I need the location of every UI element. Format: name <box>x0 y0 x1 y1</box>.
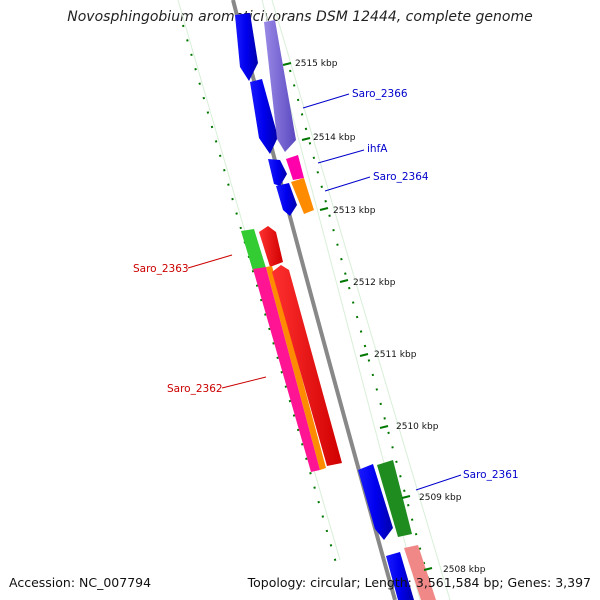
tick-2515: 2515 kbp <box>282 59 338 69</box>
tick-label: 2513 kbp <box>333 206 376 216</box>
tick-label: 2509 kbp <box>419 493 462 503</box>
gene-label-text[interactable]: Saro_2361 <box>463 469 519 481</box>
gene-feature[interactable] <box>386 552 414 600</box>
tick-label: 2515 kbp <box>295 59 338 69</box>
gene-label-saro-2364[interactable]: Saro_2364 <box>324 171 429 192</box>
gene-feature[interactable] <box>250 79 278 154</box>
tick-2513: 2513 kbp <box>319 206 376 216</box>
gene-feature[interactable] <box>377 460 412 537</box>
gene-feature[interactable] <box>235 13 258 81</box>
reverse-gene-labels: Saro_2363 Saro_2362 <box>133 254 267 395</box>
gene-feature[interactable] <box>268 159 287 186</box>
gene-label-saro-2361[interactable]: Saro_2361 <box>415 469 519 491</box>
tick-label: 2514 kbp <box>313 133 356 143</box>
gene-label-text[interactable]: Saro_2363 <box>133 263 189 275</box>
gene-feature[interactable] <box>272 265 342 466</box>
gene-label-text[interactable]: ihfA <box>367 143 388 155</box>
gene-feature[interactable] <box>286 155 304 180</box>
tick-label: 2511 kbp <box>374 350 417 360</box>
reverse-strand-genes <box>241 226 342 472</box>
tick-label: 2508 kbp <box>443 565 486 575</box>
gene-label-text[interactable]: Saro_2364 <box>373 171 429 183</box>
forward-strand-genes <box>235 13 436 600</box>
gene-feature[interactable] <box>404 545 436 600</box>
gene-label-ihfa[interactable]: ihfA <box>317 143 388 164</box>
tick-2511: 2511 kbp <box>359 350 417 360</box>
gene-feature[interactable] <box>264 20 296 152</box>
gene-label-saro-2362[interactable]: Saro_2362 <box>167 376 267 395</box>
gene-label-saro-2363[interactable]: Saro_2363 <box>133 254 233 275</box>
tick-label: 2510 kbp <box>396 422 439 432</box>
gene-feature[interactable] <box>241 229 266 271</box>
gene-label-text[interactable]: Saro_2362 <box>167 383 223 395</box>
gene-feature[interactable] <box>276 183 297 216</box>
right-track-guide <box>271 0 451 600</box>
gene-feature[interactable] <box>259 226 283 267</box>
tick-2512: 2512 kbp <box>339 278 396 288</box>
gene-feature[interactable] <box>358 464 393 540</box>
tick-2510: 2510 kbp <box>379 422 439 432</box>
inner-tick-dashes <box>289 69 435 600</box>
tick-2508: 2508 kbp <box>423 565 486 575</box>
gene-feature[interactable] <box>266 266 326 470</box>
genome-summary-text: Topology: circular; Length: 3,561,584 bp… <box>247 575 591 590</box>
gene-label-saro-2366[interactable]: Saro_2366 <box>302 88 408 109</box>
accession-text: Accession: NC_007794 <box>9 575 152 590</box>
gene-feature[interactable] <box>253 267 320 472</box>
forward-gene-labels: Saro_2366 ihfA Saro_2364 Saro_2361 <box>302 88 519 491</box>
minor-tick-marks <box>182 24 435 600</box>
gene-feature[interactable] <box>291 178 314 214</box>
tick-label: 2512 kbp <box>353 278 396 288</box>
tick-2509: 2509 kbp <box>401 493 462 503</box>
gene-label-text[interactable]: Saro_2366 <box>352 88 408 100</box>
scale-ticks: 2515 kbp 2514 kbp 2513 kbp 2512 kbp 2511… <box>282 59 486 575</box>
tick-2514: 2514 kbp <box>301 133 356 143</box>
